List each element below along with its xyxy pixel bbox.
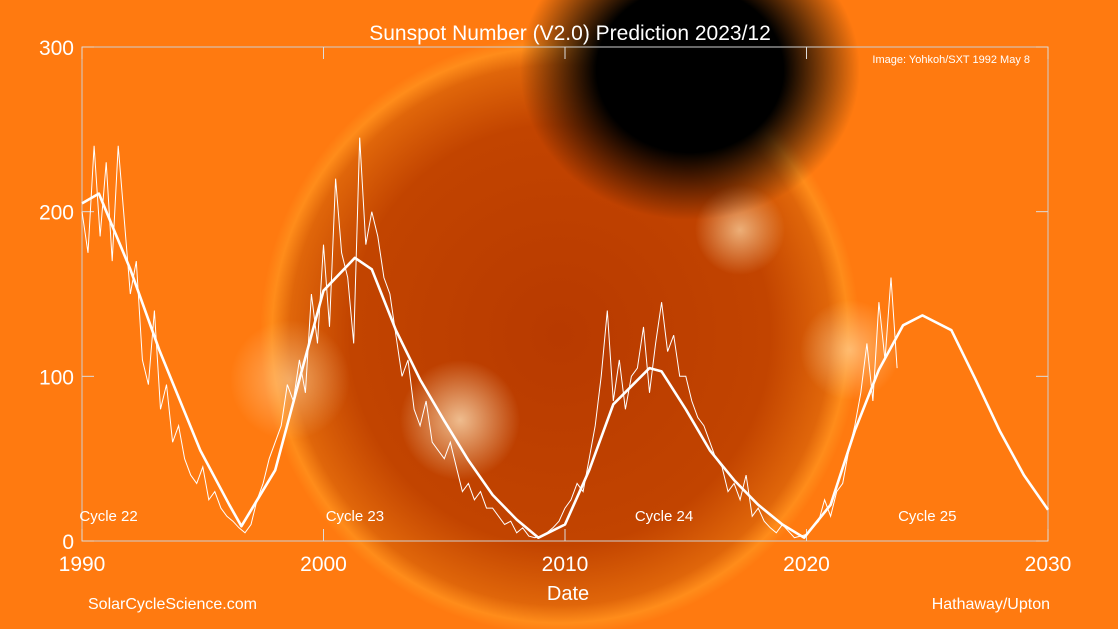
smoothed-prediction-line <box>81 192 1050 539</box>
y-tick-label: 0 <box>62 531 74 554</box>
cycle-label: Cycle 23 <box>326 508 384 525</box>
x-tick-label: 2030 <box>1025 553 1072 576</box>
image-credit: Image: Yohkoh/SXT 1992 May 8 <box>872 54 1030 66</box>
cycle-label: Cycle 24 <box>635 508 693 525</box>
author-credit: Hathaway/Upton <box>932 596 1050 613</box>
website-credit: SolarCycleScience.com <box>88 596 257 613</box>
monthly-sunspot-line <box>81 137 898 539</box>
x-tick-label: 2010 <box>542 553 589 576</box>
y-tick-label: 300 <box>39 37 74 60</box>
x-axis-label: Date <box>547 583 589 605</box>
cycle-label: Cycle 25 <box>898 508 956 525</box>
x-tick-label: 2020 <box>783 553 830 576</box>
chart-title: Sunspot Number (V2.0) Prediction 2023/12 <box>369 22 771 45</box>
x-tick-label: 2000 <box>300 553 347 576</box>
y-tick-label: 200 <box>39 202 74 225</box>
cycle-label: Cycle 22 <box>79 508 137 525</box>
x-tick-label: 1990 <box>59 553 106 576</box>
plot-frame <box>81 46 1049 542</box>
y-tick-label: 100 <box>39 366 74 389</box>
